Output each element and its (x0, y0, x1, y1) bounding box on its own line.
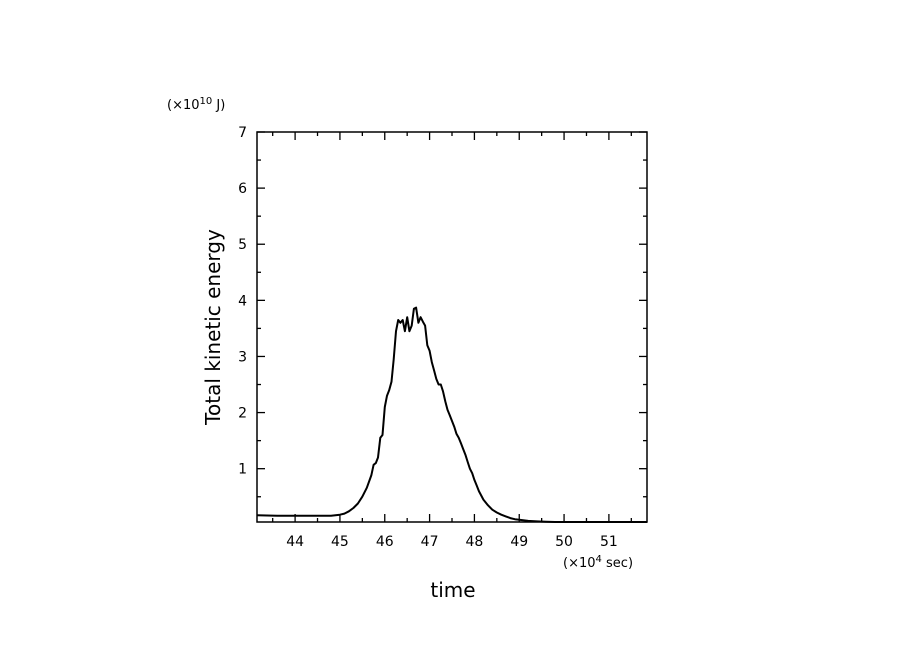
y-tick-label: 1 (238, 462, 247, 478)
plot-frame (256, 131, 648, 523)
x-tick-label: 51 (600, 534, 618, 550)
y-tick-label: 7 (238, 125, 247, 141)
x-axis-title: time (430, 578, 475, 602)
x-tick-label: 46 (376, 534, 394, 550)
x-tick-label: 45 (331, 534, 349, 550)
x-tick-label: 50 (555, 534, 573, 550)
y-tick-label: 6 (238, 181, 247, 197)
x-tick-label: 47 (421, 534, 439, 550)
y-tick-label: 5 (238, 237, 247, 253)
y-unit-label: (×1010 J) (167, 96, 225, 113)
x-tick-label: 49 (510, 534, 528, 550)
series-line (256, 306, 647, 523)
x-unit-label: (×104 sec) (563, 554, 633, 571)
y-tick-label: 2 (238, 406, 247, 422)
x-tick-label: 44 (286, 534, 304, 550)
y-tick-label: 4 (238, 293, 247, 309)
y-tick-label: 3 (238, 349, 247, 365)
x-tick-label: 48 (465, 534, 483, 550)
y-axis-title: Total kinetic energy (201, 229, 225, 426)
